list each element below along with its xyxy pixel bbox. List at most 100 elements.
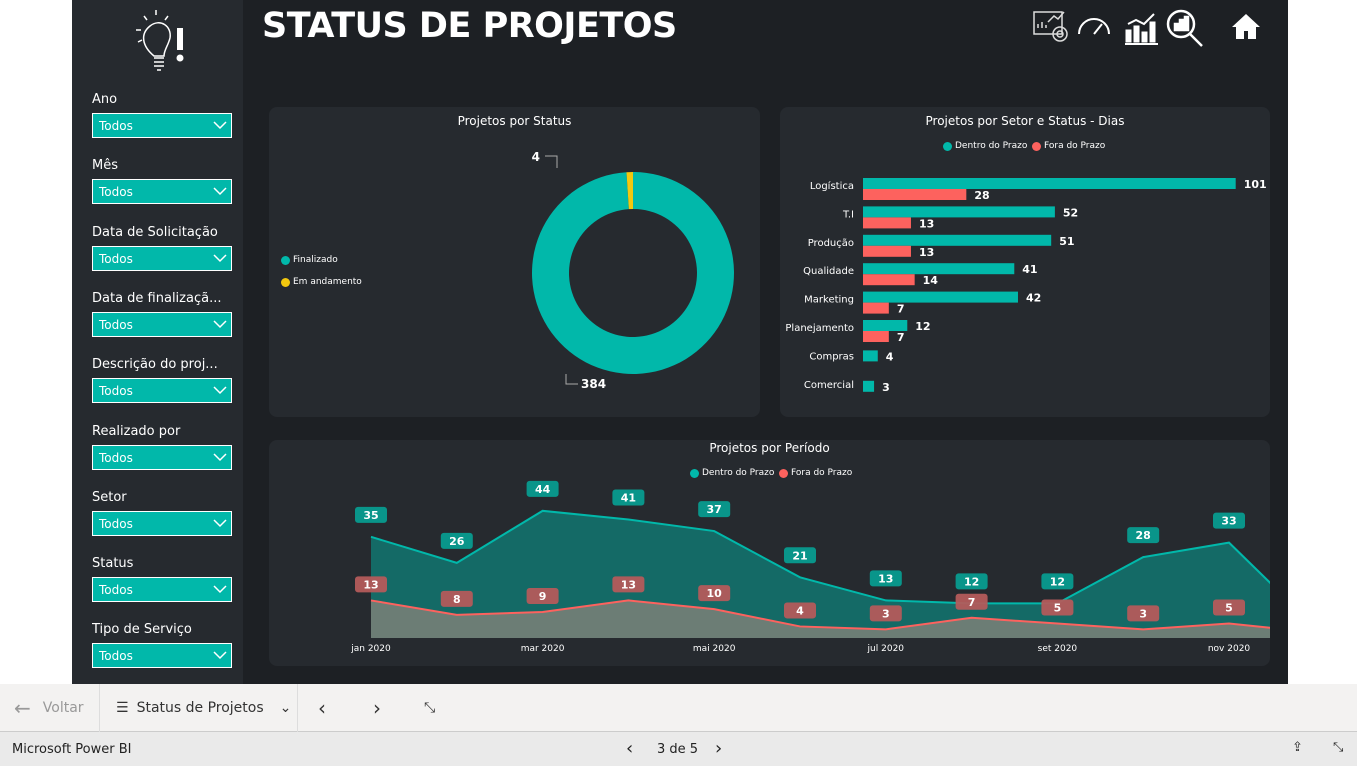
data-label: 7: [897, 331, 905, 344]
donut-chart: 4 384: [532, 150, 734, 391]
gauge-icon[interactable]: [1076, 8, 1112, 44]
home-icon[interactable]: [1230, 12, 1262, 40]
legend-label: Dentro do Prazo: [702, 468, 775, 478]
filter-1: Mês Todos: [92, 158, 232, 205]
data-label: 13: [363, 578, 378, 591]
category-label: Logística: [810, 180, 854, 192]
legend-item[interactable]: Dentro do Prazo: [943, 141, 1027, 151]
list-icon: ☰: [116, 700, 129, 716]
x-tick-label: mar 2020: [521, 644, 565, 654]
data-label: 4: [886, 350, 894, 363]
data-label: 10: [707, 587, 723, 600]
next-page-button[interactable]: ›: [373, 684, 381, 732]
data-label: 13: [919, 246, 934, 259]
data-label: 33: [1221, 515, 1236, 528]
filter-dropdown[interactable]: Todos: [92, 179, 232, 205]
data-label: 44: [535, 483, 551, 496]
next-page-icon[interactable]: ›: [715, 738, 723, 759]
data-label-box: [1041, 599, 1074, 616]
data-label-box: [784, 547, 816, 564]
legend-item[interactable]: Finalizado: [281, 255, 338, 265]
data-label-box: [1213, 599, 1245, 616]
legend-item[interactable]: Fora do Prazo: [1032, 141, 1105, 151]
data-label: 12: [1050, 575, 1065, 588]
donut-slice: [626, 172, 633, 210]
category-label: Produção: [808, 238, 854, 249]
data-label-box: [698, 501, 731, 518]
chevron-down-icon: [213, 187, 227, 196]
data-label-box: [869, 570, 902, 587]
data-label: 384: [581, 377, 606, 391]
data-label: 41: [1022, 263, 1037, 276]
page-select-label: Status de Projetos: [136, 700, 264, 716]
bar: [863, 178, 1236, 189]
legend-item[interactable]: Em andamento: [281, 277, 362, 287]
filter-label: Tipo de Serviço: [92, 622, 192, 638]
back-button[interactable]: ← Voltar: [14, 684, 100, 732]
filter-dropdown[interactable]: Todos: [92, 643, 232, 669]
filter-dropdown[interactable]: Todos: [92, 311, 232, 337]
filter-5: Realizado por Todos: [92, 424, 232, 470]
analytics-search-icon[interactable]: [1164, 8, 1206, 48]
data-label: 3: [882, 381, 890, 394]
filter-value: Todos: [99, 317, 133, 332]
page-indicator: 3 de 5: [657, 742, 699, 757]
collapse-icon: ⤡: [424, 700, 436, 716]
category-label: Compras: [809, 351, 854, 362]
filter-dropdown[interactable]: Todos: [92, 245, 232, 271]
filter-dropdown[interactable]: Todos: [92, 113, 232, 138]
bar: [863, 350, 878, 362]
filter-value: Todos: [99, 516, 133, 531]
chevron-down-icon: ⌄: [279, 700, 292, 716]
chevron-down-icon: [213, 254, 227, 262]
data-label: 4: [532, 150, 540, 164]
lightbulb-logo-icon: [136, 10, 184, 71]
data-label: 3: [1139, 607, 1147, 620]
chevron-down-icon: [213, 386, 227, 395]
filter-value: Todos: [99, 450, 133, 465]
data-label-box: [698, 585, 731, 602]
chevron-right-icon: ›: [373, 696, 381, 720]
chevron-down-icon: [213, 121, 227, 130]
status-bar: Microsoft Power BI ‹ 3 de 5 › ⇪ ⤡: [0, 732, 1357, 766]
filter-6: Setor Todos: [92, 490, 232, 536]
previous-page-icon[interactable]: ‹: [626, 738, 634, 759]
data-label: 12: [964, 575, 979, 588]
page-select-dropdown[interactable]: ☰ Status de Projetos ⌄: [116, 684, 298, 732]
data-label-box: [784, 602, 816, 619]
data-label: 9: [539, 590, 547, 603]
filter-0: Ano Todos: [92, 92, 232, 138]
filter-2: Data de Solicitação Todos: [92, 225, 232, 271]
filter-label: Mês: [92, 158, 118, 174]
leader-line: [565, 374, 578, 385]
filter-value: Todos: [99, 583, 133, 598]
area-chart: 3526444137211312122833413891310437535jan…: [350, 480, 1270, 654]
previous-page-button[interactable]: ‹: [318, 684, 326, 732]
filter-dropdown[interactable]: Todos: [92, 378, 232, 404]
legend-item[interactable]: Dentro do Prazo: [690, 468, 774, 478]
filter-dropdown[interactable]: Todos: [92, 510, 232, 536]
data-label: 37: [707, 503, 722, 516]
filter-label: Data de Solicitação: [92, 224, 218, 240]
filter-dropdown[interactable]: Todos: [92, 444, 232, 470]
exit-fullscreen-button[interactable]: ⤡: [424, 684, 435, 732]
leader-line: [545, 155, 558, 168]
report-settings-icon[interactable]: [1032, 8, 1070, 44]
data-label: 7: [968, 596, 976, 609]
filter-value: Todos: [99, 185, 133, 200]
collapse-icon[interactable]: ⤡: [1333, 740, 1344, 755]
legend-label: Em andamento: [293, 277, 362, 287]
bar: [863, 331, 889, 342]
arrow-left-icon: ←: [14, 696, 31, 720]
x-tick-label: set 2020: [1038, 644, 1078, 654]
filter-dropdown[interactable]: Todos: [92, 577, 232, 603]
data-label-box: [355, 576, 387, 593]
legend-item[interactable]: Fora do Prazo: [779, 468, 852, 478]
share-icon[interactable]: ⇪: [1292, 740, 1303, 755]
growth-chart-icon[interactable]: [1122, 8, 1160, 46]
data-label: 42: [1026, 292, 1041, 305]
chart-title: Projetos por Setor e Status - Dias: [925, 114, 1125, 128]
data-label-box: [612, 489, 645, 506]
legend-dot: [943, 141, 952, 151]
series-line: [370, 599, 1270, 631]
